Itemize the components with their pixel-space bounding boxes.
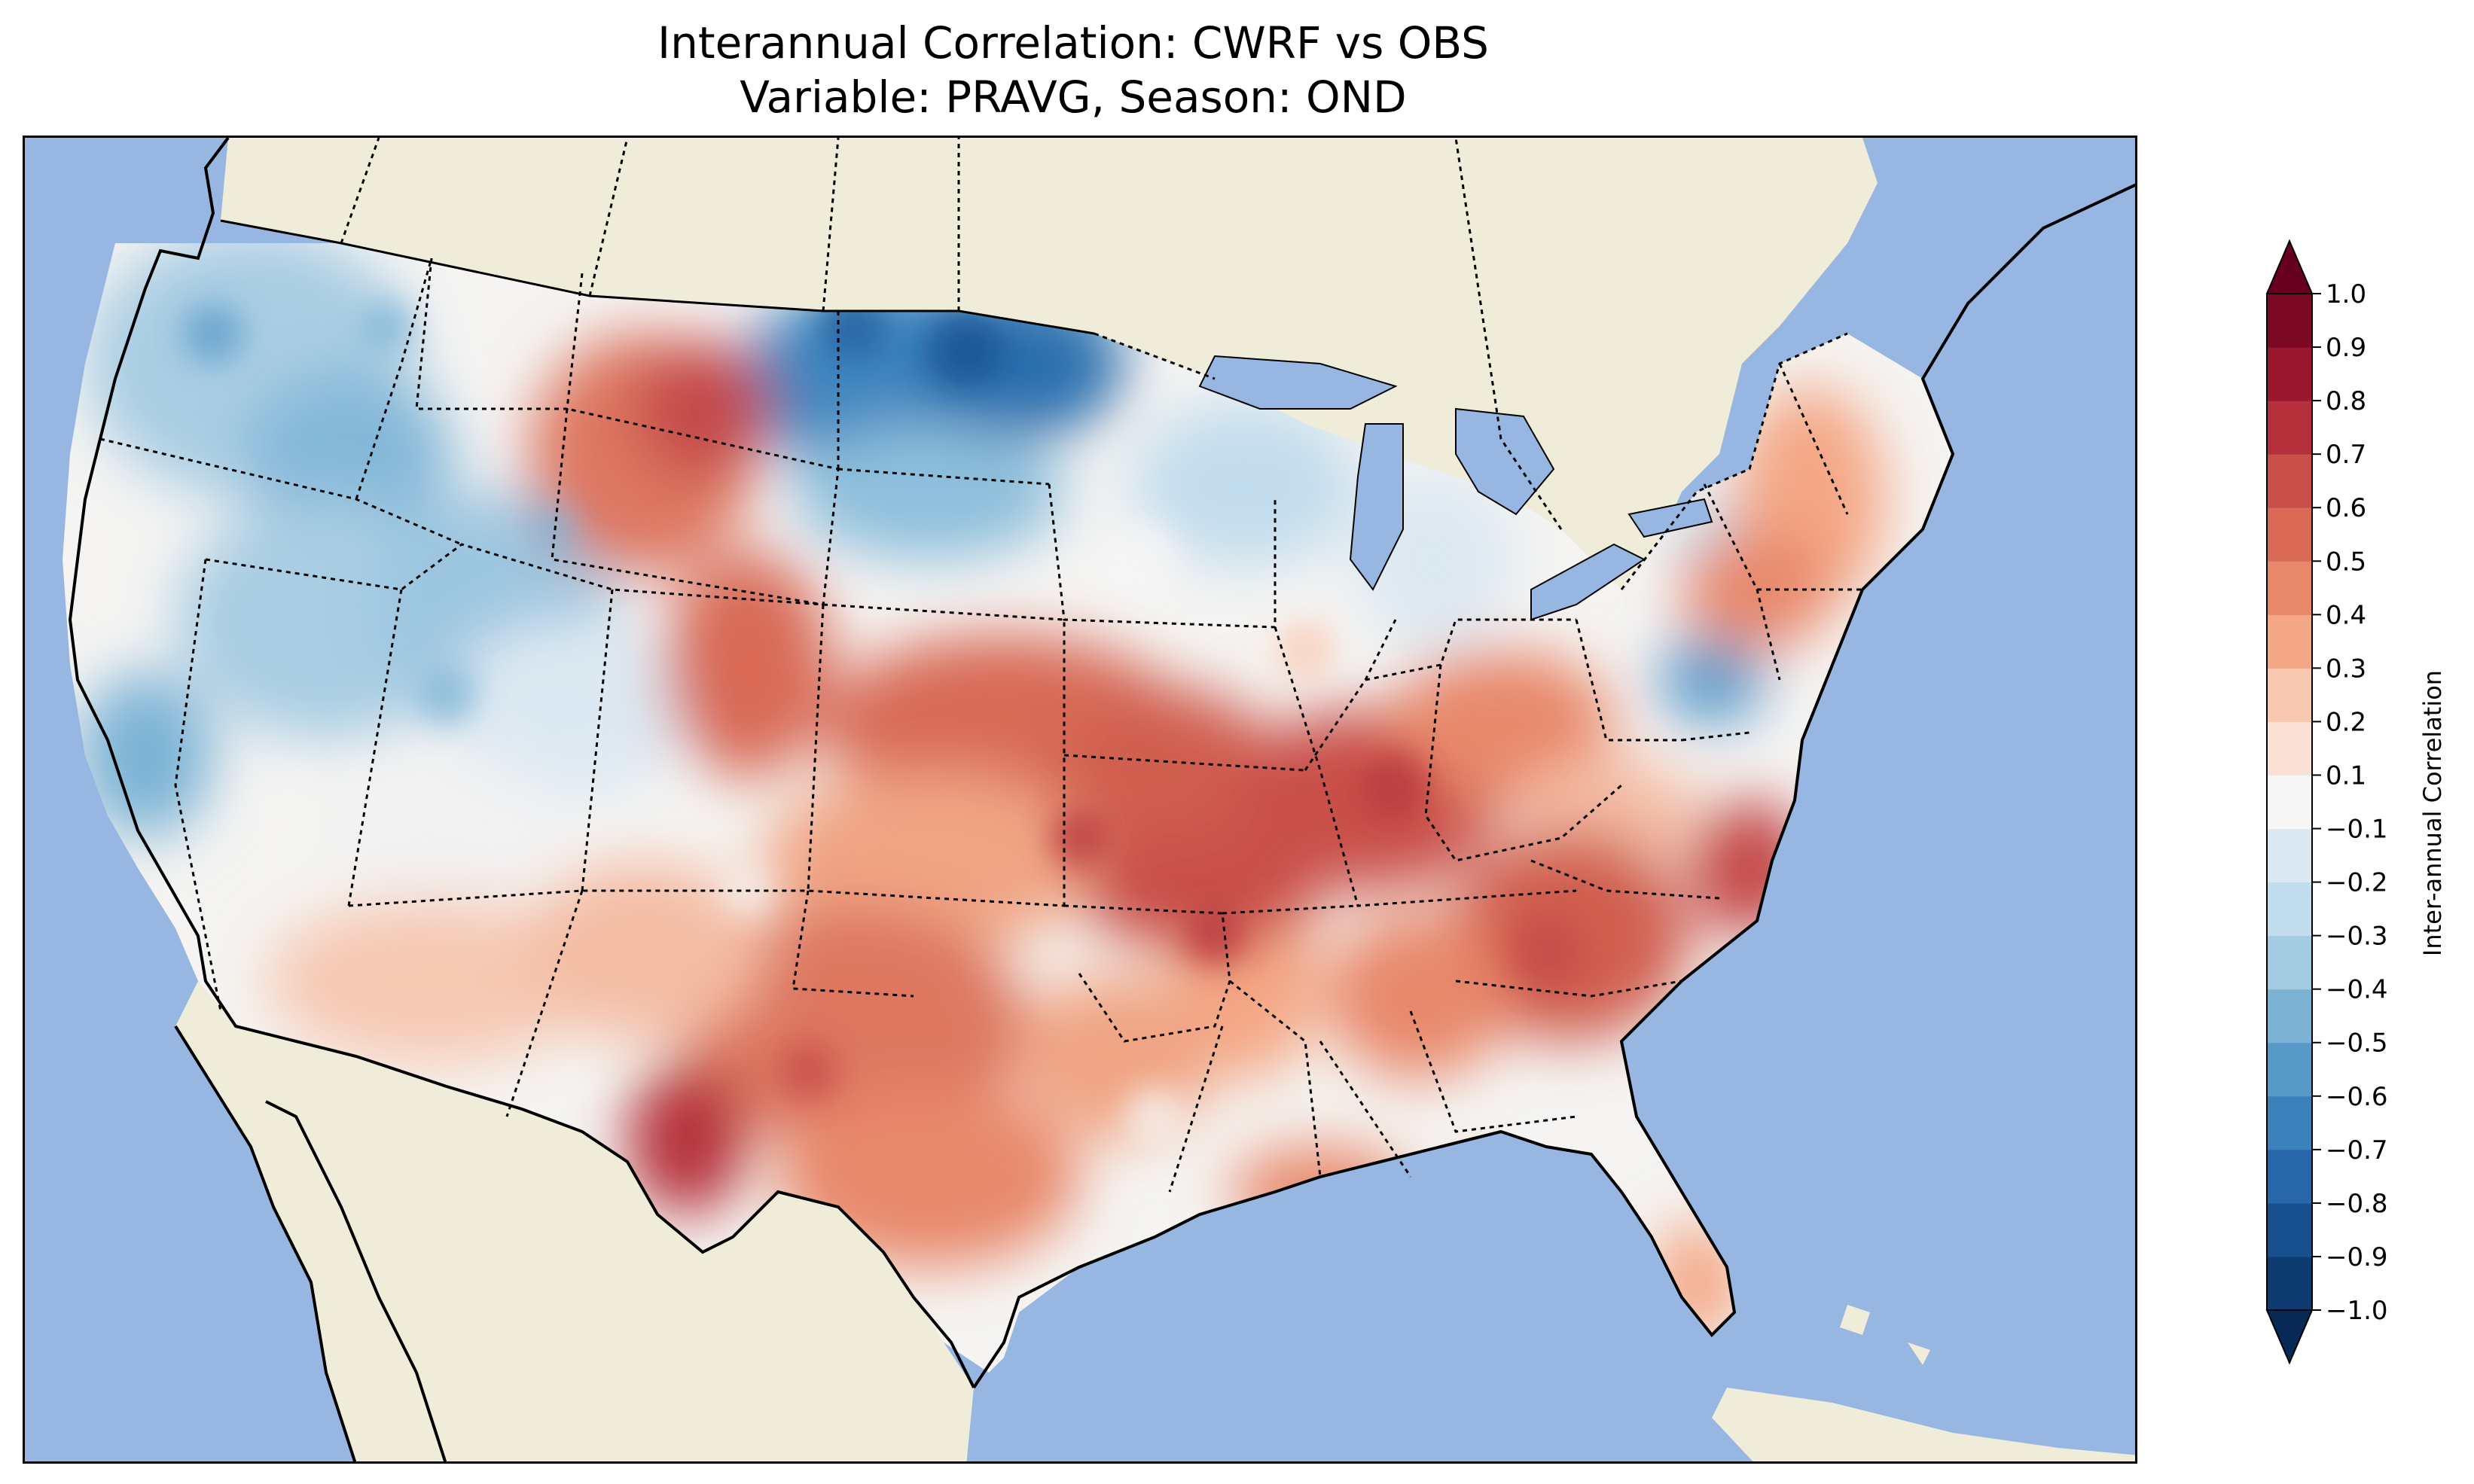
colorbar-bins (2265, 239, 2314, 1365)
colorbar-bin (2267, 1149, 2312, 1204)
colorbar-bin (2267, 1256, 2312, 1311)
colorbar-tick-label: 0.3 (2326, 654, 2366, 684)
colorbar-tick-label: 0.4 (2326, 600, 2366, 630)
colorbar-tick-label: −0.5 (2326, 1028, 2388, 1059)
colorbar-bin (2267, 882, 2312, 937)
colorbar-bin (2267, 614, 2312, 669)
colorbar-bin (2267, 1202, 2312, 1257)
colorbar-tick-label: −0.1 (2326, 815, 2388, 845)
colorbar-tick-label: 1.0 (2326, 279, 2366, 309)
bahamas-land (1840, 1305, 1930, 1365)
colorbar-bin (2267, 294, 2312, 348)
canada-land (221, 138, 1878, 590)
us-coastline (68, 138, 2135, 1389)
colorbar-tick-label: −0.7 (2326, 1135, 2388, 1166)
colorbar-tick-label: 0.7 (2326, 440, 2366, 470)
colorbar-tick-label: −0.6 (2326, 1082, 2388, 1112)
colorbar-bin (2267, 401, 2312, 455)
map-title-line-1: Interannual Correlation: CWRF vs OBS (657, 17, 1489, 69)
colorbar-bin (2267, 454, 2312, 508)
cuba-land (1712, 1388, 2135, 1461)
colorbar-tick-label: −0.9 (2326, 1242, 2388, 1272)
colorbar-bin (2267, 775, 2312, 830)
baja-land (266, 1102, 446, 1461)
colorbar-tick-label: 0.2 (2326, 707, 2366, 737)
colorbar-outline (2266, 293, 2313, 1311)
correlation-field (63, 243, 1953, 1373)
map-title-line-2: Variable: PRAVG, Season: OND (740, 72, 1407, 123)
state-borders (99, 257, 1862, 1193)
colorbar-tick-label: −0.2 (2326, 868, 2388, 898)
great-lakes (1198, 355, 1713, 621)
colorbar-tick-label: 0.6 (2326, 493, 2366, 523)
colorbar: −1.0 −0.9 −0.8 −0.7 −0.6 −0.5 −0.4 −0.3 −0.2 −0.1… (2265, 239, 2388, 1365)
colorbar-extend-min (2265, 1309, 2314, 1365)
colorbar-bin (2267, 935, 2312, 990)
colorbar-bin (2267, 721, 2312, 776)
colorbar-bin (2267, 507, 2312, 562)
colorbar-extend-max (2265, 239, 2314, 294)
colorbar-tick-label: −0.4 (2326, 975, 2388, 1005)
map-panel[interactable] (23, 136, 2137, 1464)
colorbar-bin (2267, 668, 2312, 722)
colorbar-tick-label: 0.1 (2326, 760, 2366, 791)
colorbar-tick-label: −1.0 (2326, 1296, 2388, 1326)
colorbar-bin (2267, 561, 2312, 615)
colorbar-bin (2267, 347, 2312, 401)
colorbar-tick-label: 0.9 (2326, 333, 2366, 363)
colorbar-bin (2267, 828, 2312, 883)
colorbar-tick-label: −0.8 (2326, 1189, 2388, 1219)
colorbar-label: Inter-annual Correlation (2418, 669, 2447, 957)
map-canvas (25, 138, 2135, 1461)
colorbar-tick-label: 0.8 (2326, 386, 2366, 416)
colorbar-tick-label: 0.5 (2326, 547, 2366, 577)
colorbar-tick-label: −0.3 (2326, 922, 2388, 952)
colorbar-bin (2267, 1095, 2312, 1150)
colorbar-ticks: −1.0 −0.9 −0.8 −0.7 −0.6 −0.5 −0.4 −0.3 −0.2 −0.1… (2312, 279, 2388, 1326)
colorbar-bin (2267, 989, 2312, 1044)
colorbar-bin (2267, 1042, 2312, 1097)
